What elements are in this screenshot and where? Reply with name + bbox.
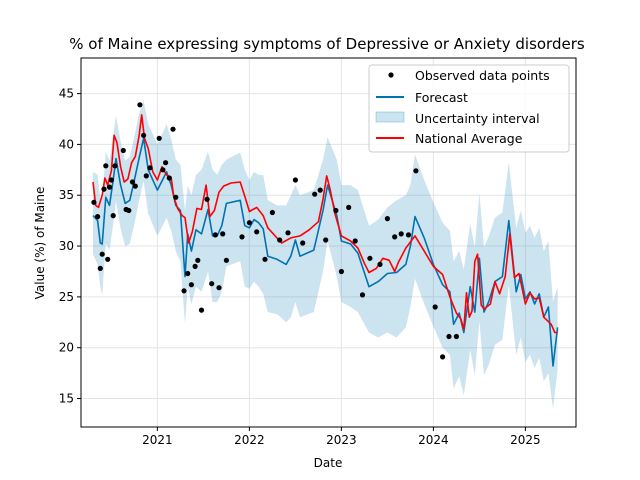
observed-data-point (254, 229, 260, 235)
observed-data-point (346, 204, 352, 210)
observed-data-point (120, 147, 126, 154)
observed-data-point (277, 237, 283, 243)
national-average-line (92, 114, 558, 334)
observed-data-point (147, 165, 153, 171)
observed-data-point (212, 232, 218, 238)
observed-data-point (446, 333, 452, 340)
observed-data-point (110, 213, 116, 219)
observed-data-point (453, 333, 459, 340)
observed-data-point (292, 177, 298, 183)
y-axis-title: Value (%) of Maine (33, 187, 47, 300)
observed-data-point (143, 173, 149, 179)
observed-data-point (141, 132, 147, 138)
observed-data-point (432, 304, 438, 310)
observed-data-point (216, 285, 222, 291)
observed-data-point (312, 191, 318, 197)
observed-data-point (323, 237, 329, 243)
observed-data-point (105, 256, 111, 262)
x-tick-label: 2021 (142, 433, 173, 447)
y-axis-ticks: 15 20 25 30 35 40 45 (59, 87, 81, 406)
observed-data-point (239, 234, 245, 240)
x-tick-label: 2024 (418, 433, 449, 447)
observed-data-point (285, 230, 291, 236)
observed-data-point (181, 288, 187, 294)
national-average-layer (92, 114, 558, 334)
observed-data-point (377, 261, 383, 267)
legend-label-national: National Average (415, 131, 523, 146)
observed-data-point (106, 184, 113, 190)
observed-data-point (163, 160, 169, 166)
y-tick-label: 35 (59, 188, 74, 202)
observed-data-point (359, 292, 366, 298)
y-tick-label: 15 (59, 392, 74, 406)
observed-data-point (198, 307, 205, 313)
observed-data-point (209, 281, 215, 287)
observed-data-point (352, 238, 358, 244)
observed-data-point (126, 207, 132, 214)
x-tick-label: 2023 (326, 433, 357, 447)
legend-frame (368, 64, 570, 153)
observed-data-point (392, 234, 398, 240)
observed-data-point (108, 177, 114, 183)
observed-data-point (405, 232, 412, 238)
observed-data-point (188, 282, 194, 288)
observed-data-point (317, 187, 323, 193)
observed-data-point (101, 186, 107, 192)
observed-data-point (220, 231, 226, 237)
legend: Observed data points Forecast Uncertaint… (368, 64, 570, 153)
observed-data-point (367, 255, 373, 261)
uncertainty-interval-band (93, 100, 558, 409)
observed-data-point (333, 207, 339, 214)
observed-data-point (246, 220, 252, 226)
observed-data-point (112, 163, 118, 169)
observed-data-point (262, 256, 268, 262)
x-axis-title: Date (314, 456, 343, 470)
observed-data-point (173, 194, 179, 200)
x-tick-label: 2025 (510, 433, 541, 447)
x-axis-ticks: 2021 2022 2023 2024 2025 (142, 427, 541, 447)
y-tick-label: 30 (59, 239, 74, 253)
y-tick-label: 40 (59, 137, 74, 151)
plot-frame (80, 57, 577, 428)
observed-data-point (195, 257, 201, 263)
observed-data-point (384, 216, 390, 222)
observed-data-point (129, 179, 136, 185)
observed-data-point (156, 135, 162, 141)
observed-data-point (99, 251, 105, 257)
observed-data-point (185, 270, 191, 277)
observed-data-point (192, 263, 198, 269)
observed-data-point (97, 265, 103, 271)
observed-data-point (170, 126, 176, 132)
x-tick-label: 2022 (234, 433, 265, 447)
legend-marker-observed (388, 72, 394, 78)
observed-data-point (223, 257, 229, 263)
observed-data-point (95, 214, 101, 220)
observed-data-point (204, 196, 210, 202)
legend-label-observed: Observed data points (415, 68, 550, 83)
legend-marker-band (375, 111, 405, 123)
chart-title: % of Maine expressing symptoms of Depres… (69, 35, 585, 53)
observed-data-point (269, 209, 275, 216)
observed-data-point (160, 167, 166, 173)
legend-label-band: Uncertainty interval (415, 111, 540, 126)
observed-points-layer (91, 102, 459, 360)
observed-data-point (398, 231, 404, 237)
legend-label-forecast: Forecast (415, 90, 468, 105)
y-tick-label: 45 (59, 87, 74, 101)
observed-data-point (166, 175, 172, 181)
y-tick-label: 20 (59, 341, 74, 355)
observed-data-point (132, 183, 138, 189)
observed-data-point (103, 163, 109, 169)
observed-data-point (338, 268, 344, 275)
uncertainty-band-layer (93, 100, 558, 409)
observed-data-point (91, 199, 97, 205)
observed-data-point (413, 168, 419, 174)
y-tick-label: 25 (59, 290, 74, 304)
observed-data-point (137, 102, 143, 108)
observed-data-point (440, 354, 446, 360)
observed-data-point (300, 240, 306, 246)
